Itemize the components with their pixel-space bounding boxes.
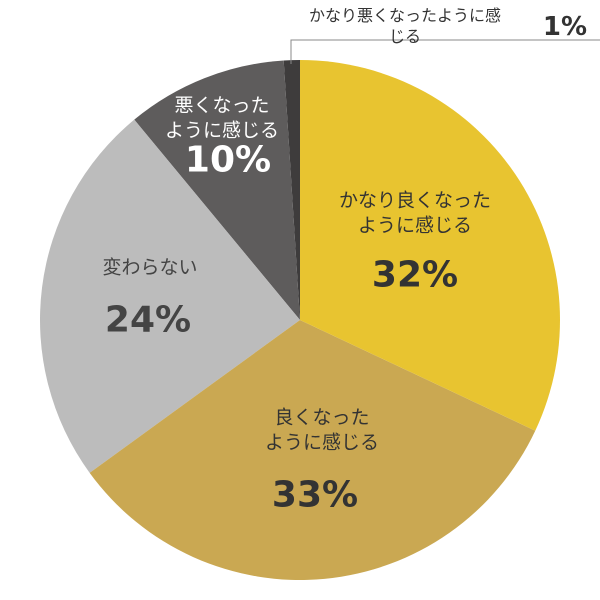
leader-line	[290, 39, 600, 64]
slice-label: かなり良くなった ように感じる	[338, 189, 492, 236]
slice-label: 悪くなった ように感じる	[164, 94, 280, 141]
slice-label: 良くなった ように感じる	[264, 406, 380, 453]
value-label: 24%	[104, 299, 192, 341]
pie-slice	[39, 119, 300, 473]
value-label: 32%	[371, 254, 459, 296]
value-label: 10%	[184, 139, 272, 181]
pie-slice	[283, 60, 300, 320]
slice-label: 変わらない	[102, 256, 198, 279]
value-label: 33%	[271, 474, 359, 516]
pie-slice	[300, 60, 560, 431]
pie-slice	[89, 320, 536, 580]
value-label: 1%	[542, 12, 588, 42]
slice-label: かなり悪くなったように感じる	[308, 6, 501, 46]
pie-slice	[134, 60, 300, 320]
